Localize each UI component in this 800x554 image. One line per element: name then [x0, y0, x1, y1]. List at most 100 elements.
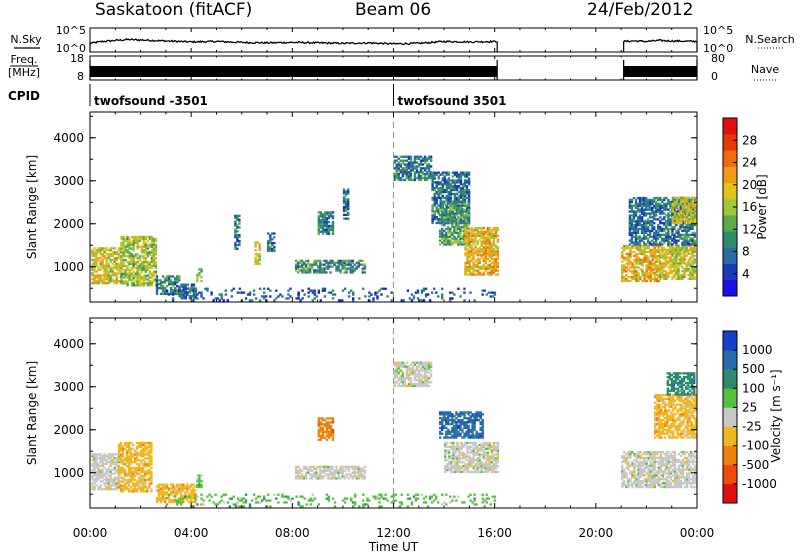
velocity-panel-cell	[413, 375, 417, 378]
power-panel-cell	[644, 208, 648, 211]
power-panel-cell	[630, 210, 634, 213]
velocity-panel-cell	[182, 487, 185, 490]
power-panel-cell	[473, 299, 476, 302]
power-panel-cell	[238, 214, 241, 217]
power-panel-cell	[132, 274, 135, 277]
power-panel-cell	[673, 262, 676, 265]
power-panel-cell	[124, 237, 127, 240]
power-panel-cell	[128, 278, 131, 281]
power-panel-cell	[258, 287, 262, 290]
power-panel-cell	[453, 220, 456, 223]
power-panel-cell	[628, 206, 632, 209]
power-panel-cell	[254, 253, 257, 256]
power-panel-cell	[484, 236, 487, 239]
power-panel-cell	[443, 221, 446, 225]
power-panel-cell	[468, 238, 471, 241]
power-panel-cell	[681, 198, 685, 201]
velocity-panel-cell	[150, 470, 153, 474]
velocity-panel-cell	[317, 477, 320, 480]
velocity-panel-cell	[123, 478, 127, 481]
power-panel-cell	[152, 243, 156, 246]
power-panel-cell	[467, 204, 471, 207]
power-panel-cell	[445, 202, 448, 205]
velocity-panel-cell	[341, 473, 344, 476]
velocity-panel-cell	[445, 430, 448, 433]
velocity-panel-cell	[117, 465, 121, 468]
power-panel-cell	[120, 255, 123, 258]
velocity-panel-cell	[445, 417, 448, 420]
power-panel-cell	[405, 176, 408, 180]
velocity-panel-cell	[121, 453, 125, 456]
velocity-panel-cell	[319, 438, 322, 441]
velocity-panel-cell	[363, 465, 367, 468]
velocity-panel-cell	[115, 476, 118, 479]
velocity-panel-cell	[303, 477, 306, 480]
power-panel-cell	[120, 262, 123, 266]
power-panel-cell	[342, 205, 346, 209]
velocity-panel-cell	[150, 449, 153, 452]
velocity-panel-cell	[97, 464, 100, 468]
velocity-panel-cell	[159, 489, 163, 492]
velocity-panel-cell	[341, 465, 344, 468]
velocity-panel-cell	[194, 500, 197, 504]
power-panel-cell	[140, 266, 143, 270]
velocity-panel-cell	[200, 483, 203, 487]
velocity-panel-cell	[146, 465, 149, 468]
power-panel-cell	[628, 243, 632, 246]
velocity-panel-cell	[134, 466, 137, 470]
velocity-panel-cell	[127, 459, 131, 462]
power-panel-cell	[490, 248, 493, 251]
power-panel-cell	[132, 264, 135, 268]
power-panel-cell	[687, 241, 690, 244]
velocity-panel-cell	[317, 465, 320, 468]
power-panel-cell	[303, 271, 306, 274]
power-panel-cell	[659, 273, 662, 277]
power-panel-cell	[482, 242, 485, 245]
power-panel-cell	[95, 262, 98, 265]
power-panel-cell	[630, 204, 634, 207]
power-panel-cell	[107, 264, 110, 267]
power-panel-colorbar-swatch	[723, 134, 737, 151]
power-panel-cell	[632, 243, 636, 246]
power-panel-cell	[466, 254, 469, 257]
power-panel-cell	[146, 251, 150, 254]
power-panel-cell	[401, 178, 404, 182]
power-panel-cell	[344, 190, 348, 193]
power-panel-cell	[467, 218, 471, 221]
power-panel-cell	[675, 218, 679, 221]
velocity-panel-cell	[325, 434, 329, 437]
power-panel-cell	[451, 297, 454, 300]
power-panel-cell	[453, 235, 456, 238]
power-panel-cell	[459, 173, 463, 176]
power-panel-cell	[423, 169, 427, 172]
power-panel-cell	[621, 250, 624, 254]
power-panel-cell	[451, 175, 455, 178]
power-panel-cell	[647, 276, 650, 279]
power-panel-cell	[150, 245, 154, 248]
power-panel-cell	[633, 260, 636, 263]
power-panel-cell	[647, 262, 650, 265]
velocity-panel-cell	[121, 488, 125, 491]
power-panel-cell	[480, 254, 483, 257]
velocity-panel-cell	[327, 469, 330, 472]
power-panel-cell	[636, 206, 640, 209]
power-panel-cell	[455, 175, 459, 178]
power-panel-cell	[115, 258, 118, 262]
power-panel-cell	[488, 263, 491, 266]
power-panel-cell	[357, 263, 360, 266]
power-panel-cell	[443, 218, 446, 221]
power-panel-cell	[669, 220, 672, 223]
power-panel-cell	[403, 171, 406, 174]
power-panel-cell	[637, 276, 640, 279]
velocity-panel-cell	[134, 484, 137, 487]
velocity-panel-cell	[174, 499, 177, 502]
power-panel-cell	[631, 247, 634, 250]
power-panel-cell	[140, 270, 143, 273]
power-panel-cell	[443, 212, 446, 215]
velocity-panel-cell	[150, 455, 153, 458]
velocity-panel-cell	[91, 455, 94, 458]
power-panel-cell	[144, 237, 147, 240]
power-panel-cell	[431, 173, 434, 176]
power-panel-cell	[681, 214, 685, 217]
velocity-panel-cell	[136, 472, 139, 476]
